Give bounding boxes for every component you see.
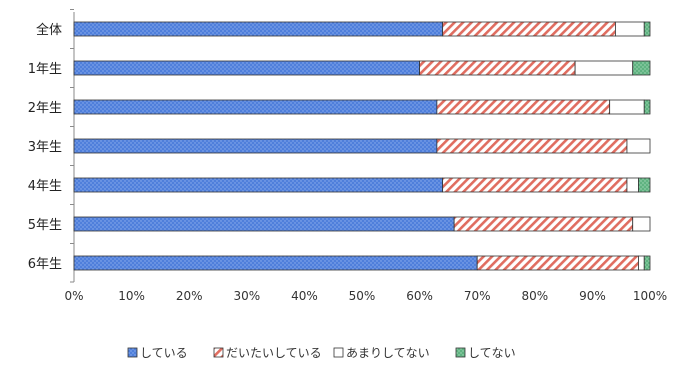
x-tick-label: 80% [521,289,548,303]
x-tick-label: 50% [349,289,376,303]
x-tick-labels: 0% 10% 20% 30% 40% 50% 60% 70% 80% 90% 100% [64,289,667,303]
legend-swatch [333,347,344,358]
x-tick-label: 90% [579,289,606,303]
bar-segment [638,255,645,271]
x-tick-label: 40% [291,289,318,303]
legend-label: あまりしてない [346,346,430,360]
legend-swatch [127,347,138,358]
bar-segment [453,216,634,232]
bar-segment [73,60,421,76]
legend-swatch [455,347,466,358]
bar-segment [643,21,651,37]
bar-segment [615,21,645,37]
legend-label: してない [468,346,516,360]
legend-label: だいたいしている [226,346,322,360]
x-tick-label: 20% [176,289,203,303]
x-tick-label: 30% [233,289,260,303]
x-tick-label: 0% [64,289,83,303]
bar-segment [638,177,651,193]
bar-segment [574,60,634,76]
category-label: 全体 [36,22,62,38]
bar-segment [73,216,455,232]
category-labels: 全体 1年生 2年生 3年生 4年生 5年生 6年生 [28,22,62,272]
bar-segment [643,99,651,115]
bar-segment [476,255,639,271]
legend-swatch [213,347,224,358]
bar-segment [73,99,438,115]
x-tick-label: 60% [406,289,433,303]
legend-label: している [140,346,188,360]
axis-layer [70,9,75,283]
bar-segment [73,138,438,154]
bar-segment [436,99,611,115]
bar-segment [436,138,628,154]
bar-segment [626,177,639,193]
category-label: 4年生 [28,179,62,194]
bar-segment [609,99,645,115]
category-label: 5年生 [28,218,62,233]
category-label: 3年生 [28,140,62,155]
bar-segment [626,138,651,154]
bar-segment [632,60,651,76]
category-label: 1年生 [28,62,62,77]
bar-segment [419,60,576,76]
category-label: 6年生 [28,257,62,272]
x-tick-label: 70% [464,289,491,303]
x-tick-label: 100% [633,289,667,303]
bar-segment [643,255,651,271]
bar-segment [73,177,444,193]
category-label: 2年生 [28,101,62,116]
bars-layer [73,21,651,271]
bar-segment [73,255,478,271]
bar-segment [632,216,651,232]
x-tick-label: 10% [118,289,145,303]
bar-segment [442,21,616,37]
legend: している だいたいしている あまりしてない してない [127,346,516,360]
bar-segment [73,21,444,37]
bar-segment [442,177,628,193]
